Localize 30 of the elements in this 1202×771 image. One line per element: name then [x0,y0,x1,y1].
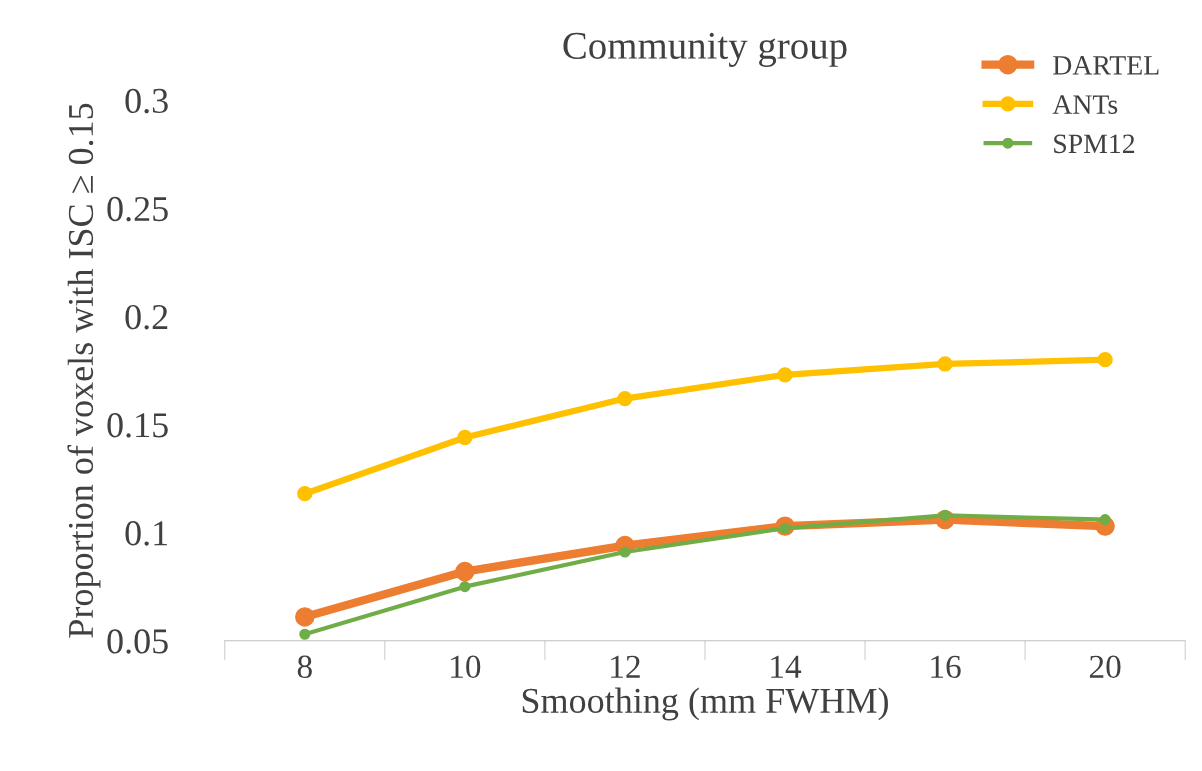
point [297,486,313,502]
x-tick-label: 14 [771,655,802,678]
x-tick-label: 16 [931,655,961,679]
point [299,628,311,640]
point [619,546,631,558]
y-tick-label: 0.25 [107,196,168,222]
point [1099,514,1111,526]
point [937,356,953,372]
x-tick-label: 8 [297,655,312,679]
y-axis-title: Proportion of voxels with ISC ≥ 0.15 [67,103,101,638]
y-tick-label: 0.1 [125,521,168,546]
y-tick-label: 0.05 [107,629,168,654]
x-tick-label: 20 [1089,655,1121,679]
legend-label: ANTs [1052,95,1118,114]
legend-label: DARTEL [1053,56,1159,75]
x-tick-label: 10 [451,655,481,679]
y-tick-label: 0.15 [107,413,168,438]
y-tick-label: 0.2 [125,304,168,330]
point [455,561,475,582]
x-tick-label: 12 [611,655,640,678]
chart-title: Community group [563,32,847,67]
x-axis-title: Smoothing (mm FWHM) [522,687,888,721]
legend-label: SPM12 [1054,134,1135,154]
point [617,390,633,407]
point [457,429,473,446]
point [459,581,471,593]
point [1097,352,1113,368]
point [777,367,793,383]
point [295,607,315,627]
y-tick-label: 0.3 [125,88,168,114]
